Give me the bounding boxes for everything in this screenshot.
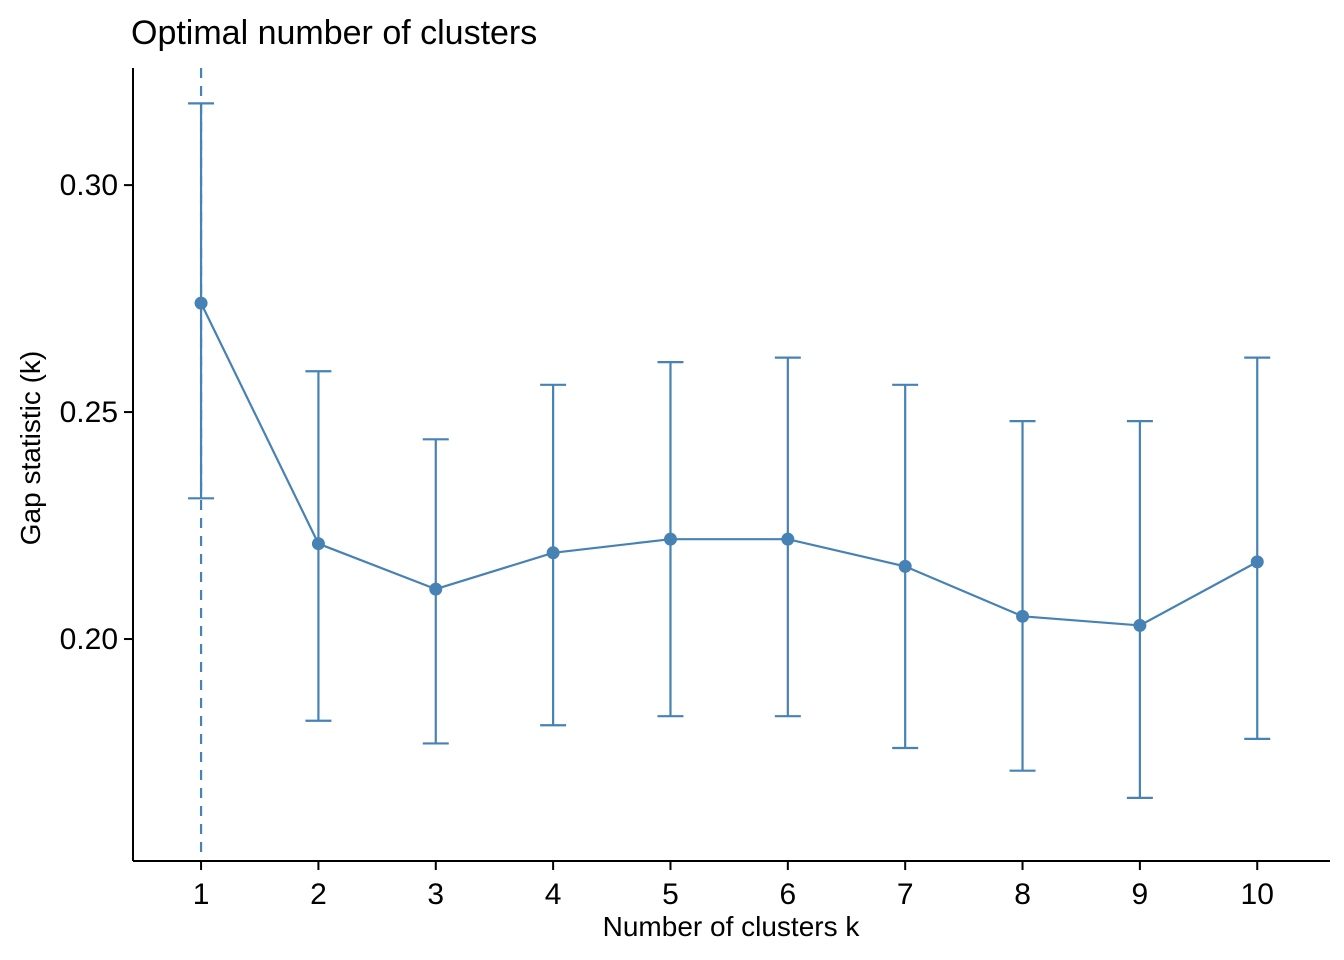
data-point [429, 582, 443, 596]
axes: 0.20 0.25 0.30 1 2 3 4 5 6 7 8 9 10 [60, 68, 1330, 911]
data-point [546, 546, 560, 560]
x-tick-label: 6 [779, 878, 796, 911]
x-tick-label: 9 [1132, 878, 1149, 911]
x-tick-label: 10 [1241, 878, 1274, 911]
data-point [1250, 555, 1264, 569]
data-point [1133, 618, 1147, 632]
y-tick-label: 0.30 [60, 169, 118, 202]
data-point [311, 537, 325, 551]
y-axis-title: Gap statistic (k) [15, 351, 46, 545]
error-bar [1126, 420, 1153, 800]
x-tick-label: 1 [193, 878, 210, 911]
x-axis-title: Number of clusters k [603, 911, 861, 942]
gap-statistic-line [200, 302, 1258, 627]
y-tick-label: 0.20 [60, 623, 118, 656]
y-tick-label: 0.25 [60, 396, 118, 429]
x-tick-label: 3 [427, 878, 444, 911]
error-bar [1009, 420, 1036, 772]
data-point [898, 559, 912, 573]
data-point [663, 532, 677, 546]
data-point [194, 296, 208, 310]
x-tick-label: 2 [310, 878, 327, 911]
data-point [781, 532, 795, 546]
data-point [1016, 609, 1030, 623]
chart-title: Optimal number of clusters [131, 14, 537, 52]
x-tick-label: 8 [1014, 878, 1031, 911]
plot-area [188, 68, 1271, 861]
x-tick-label: 7 [897, 878, 914, 911]
x-tick-label: 5 [662, 878, 679, 911]
error-bar [1244, 356, 1271, 740]
x-tick-label: 4 [545, 878, 562, 911]
